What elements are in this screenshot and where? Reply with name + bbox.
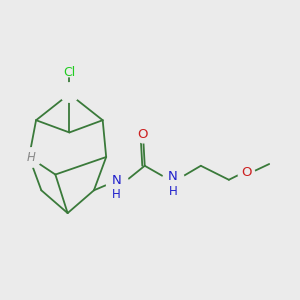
Text: N: N — [168, 170, 178, 184]
Text: Cl: Cl — [63, 66, 76, 79]
Text: H: H — [168, 185, 177, 198]
Text: O: O — [138, 128, 148, 141]
Text: N: N — [112, 174, 122, 187]
Text: O: O — [241, 166, 252, 179]
Text: H: H — [112, 188, 121, 201]
Text: H: H — [26, 151, 35, 164]
